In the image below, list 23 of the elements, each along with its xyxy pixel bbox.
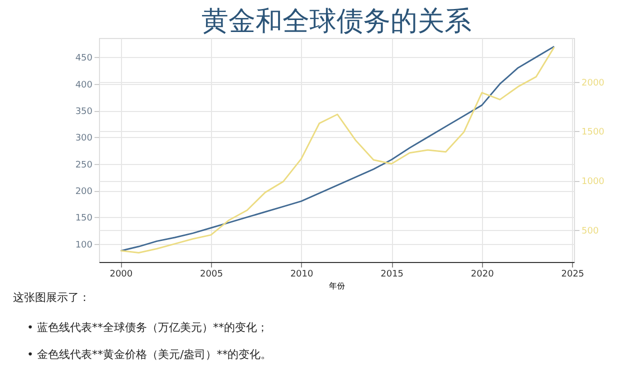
y-tick-label: 300 [75, 134, 93, 144]
y-tick-label: 350 [75, 107, 93, 118]
y-tick-label: 200 [75, 187, 93, 198]
text: • 蓝色线代表**全球债务（万亿美元）**的变化； [27, 321, 268, 334]
y-tick-label: 150 [75, 214, 93, 224]
x-tick-label: 2015 [380, 270, 404, 280]
x-tick-label: 2025 [561, 270, 584, 280]
chart-title: 黄金和全球债务的关系 [202, 6, 472, 37]
x-axis-title: 年份 [329, 282, 345, 290]
y-tick-label: 450 [75, 54, 93, 64]
y2-tick-label: 1500 [582, 128, 605, 138]
y2-tick-label: 2000 [582, 78, 605, 88]
text: 这张图展示了： [13, 291, 90, 304]
y-tick-label: 250 [75, 160, 93, 170]
x-tick-label: 2010 [290, 270, 314, 280]
y-tick-label: 400 [75, 80, 93, 90]
y2-tick-label: 500 [582, 226, 599, 236]
x-tick-label: 2005 [200, 270, 223, 280]
x-tick-label: 2020 [470, 270, 494, 280]
x-tick-label: 2000 [110, 270, 133, 280]
text: • 金色线代表**黄金价格（美元/盎司）**的变化。 [27, 348, 272, 361]
y2-tick-label: 1000 [582, 177, 605, 188]
y-tick-label: 100 [75, 240, 93, 250]
